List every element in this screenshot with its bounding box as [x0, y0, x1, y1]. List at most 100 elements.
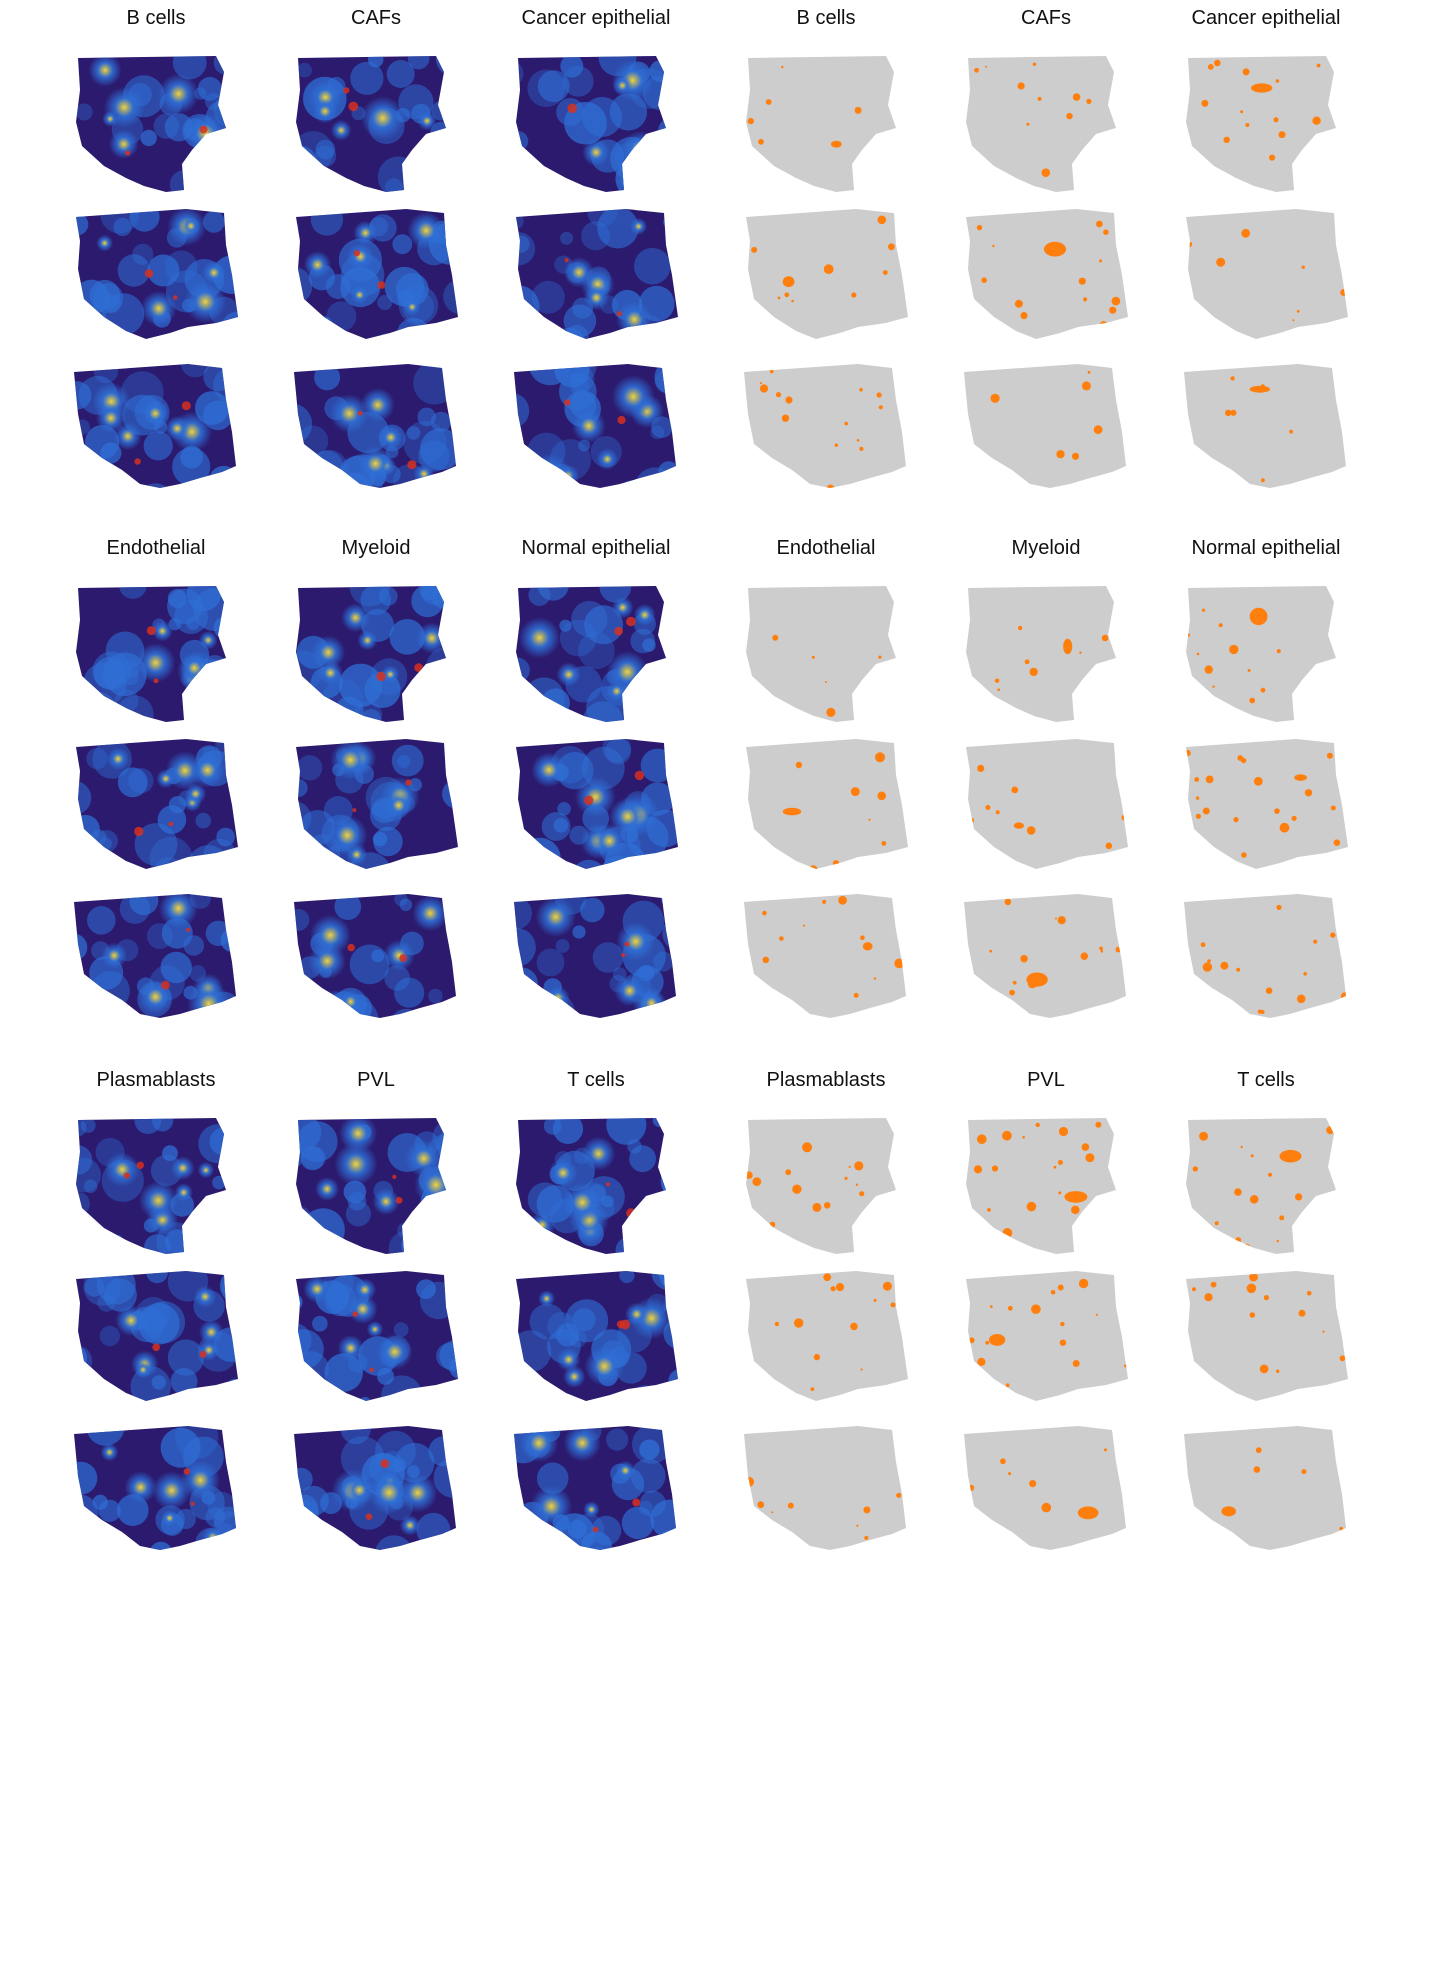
tissue-heatmap-image	[76, 1271, 238, 1401]
tissue-mask-image	[966, 209, 1128, 339]
mask-panel	[1176, 735, 1356, 885]
mask-panel	[1176, 888, 1356, 1038]
tissue-heatmap-image	[294, 1426, 456, 1550]
heatmap-panel	[286, 1420, 466, 1570]
tissue-mask-image	[1186, 739, 1348, 869]
heatmap-panel	[66, 1267, 246, 1417]
tissue-mask-image	[964, 364, 1126, 488]
mask-panel	[736, 205, 916, 355]
heatmap-panel	[286, 580, 466, 730]
heatmap-column-title: B cells	[126, 7, 186, 29]
heatmap-panel	[506, 1420, 686, 1570]
tissue-heatmap-image	[296, 739, 458, 869]
mask-panel	[956, 205, 1136, 355]
tissue-heatmap-image	[514, 364, 676, 488]
mask-panel	[956, 888, 1136, 1038]
heatmap-panel	[286, 358, 466, 508]
mask-panel	[1176, 358, 1356, 508]
tissue-heatmap-image	[294, 894, 456, 1018]
mask-column-title: T cells	[1237, 1069, 1295, 1091]
heatmap-column-title: Cancer epithelial	[521, 7, 671, 29]
tissue-mask-image	[1186, 209, 1348, 339]
heatmap-column-title: Myeloid	[341, 537, 411, 559]
tissue-mask-image	[746, 209, 908, 339]
tissue-heatmap-image	[516, 1118, 666, 1254]
tissue-heatmap-image	[76, 1118, 226, 1254]
tissue-heatmap-image	[76, 739, 238, 869]
tissue-mask-image	[1186, 586, 1336, 722]
tissue-mask-image	[966, 1118, 1116, 1254]
tissue-heatmap-image	[74, 364, 236, 488]
mask-column-title: Normal epithelial	[1191, 537, 1341, 559]
heatmap-panel	[286, 50, 466, 200]
tissue-mask-image	[1184, 894, 1346, 1018]
mask-panel	[736, 580, 916, 730]
mask-panel	[1176, 1112, 1356, 1262]
heatmap-panel	[286, 205, 466, 355]
mask-column-title: CAFs	[1021, 7, 1071, 29]
heatmap-panel	[286, 735, 466, 885]
mask-panel	[736, 1112, 916, 1262]
heatmap-panel	[506, 1112, 686, 1262]
heatmap-column-title: T cells	[567, 1069, 625, 1091]
heatmap-panel	[506, 358, 686, 508]
tissue-heatmap-image	[296, 1118, 446, 1254]
mask-panel	[956, 50, 1136, 200]
mask-panel	[736, 1267, 916, 1417]
tissue-mask-image	[744, 894, 906, 1018]
tissue-heatmap-image	[516, 739, 678, 869]
tissue-heatmap-image	[296, 1271, 458, 1401]
heatmap-panel	[506, 205, 686, 355]
mask-panel	[956, 1267, 1136, 1417]
mask-panel	[1176, 50, 1356, 200]
mask-column-title: Cancer epithelial	[1191, 7, 1341, 29]
heatmap-panel	[286, 1112, 466, 1262]
tissue-mask-image	[1184, 364, 1346, 488]
mask-column-title: Myeloid	[1011, 537, 1081, 559]
mask-panel	[1176, 1420, 1356, 1570]
mask-panel	[736, 735, 916, 885]
tissue-heatmap-image	[296, 209, 458, 339]
heatmap-panel	[66, 50, 246, 200]
heatmap-panel	[506, 888, 686, 1038]
tissue-mask-image	[746, 586, 896, 722]
tissue-heatmap-image	[294, 364, 456, 488]
heatmap-column-title: PVL	[357, 1069, 395, 1091]
mask-panel	[956, 580, 1136, 730]
tissue-mask-image	[744, 1426, 906, 1550]
tissue-mask-image	[1186, 56, 1336, 192]
tissue-mask-image	[966, 1271, 1128, 1401]
tissue-mask-image	[744, 364, 906, 488]
mask-panel	[956, 735, 1136, 885]
mask-panel	[1176, 1267, 1356, 1417]
tissue-mask-image	[746, 56, 896, 192]
mask-panel	[736, 50, 916, 200]
heatmap-column-title: Normal epithelial	[521, 537, 671, 559]
mask-panel	[1176, 580, 1356, 730]
heatmap-panel	[66, 205, 246, 355]
tissue-mask-image	[966, 56, 1116, 192]
tissue-mask-image	[746, 1271, 908, 1401]
tissue-mask-image	[964, 1426, 1126, 1550]
heatmap-panel	[286, 888, 466, 1038]
heatmap-panel	[66, 735, 246, 885]
mask-panel	[956, 1112, 1136, 1262]
tissue-mask-image	[966, 739, 1128, 869]
heatmap-panel	[66, 580, 246, 730]
heatmap-panel	[66, 888, 246, 1038]
tissue-heatmap-image	[514, 1426, 676, 1550]
mask-column-title: B cells	[796, 7, 856, 29]
tissue-mask-image	[746, 1118, 896, 1254]
mask-column-title: Plasmablasts	[766, 1069, 886, 1091]
tissue-mask-image	[1186, 1118, 1336, 1254]
mask-panel	[956, 1420, 1136, 1570]
mask-column-title: Endothelial	[776, 537, 876, 559]
tissue-mask-image	[964, 894, 1126, 1018]
mask-panel	[736, 1420, 916, 1570]
tissue-heatmap-image	[76, 586, 226, 722]
mask-panel	[956, 358, 1136, 508]
heatmap-panel	[66, 358, 246, 508]
mask-panel	[736, 888, 916, 1038]
tissue-heatmap-image	[516, 586, 666, 722]
